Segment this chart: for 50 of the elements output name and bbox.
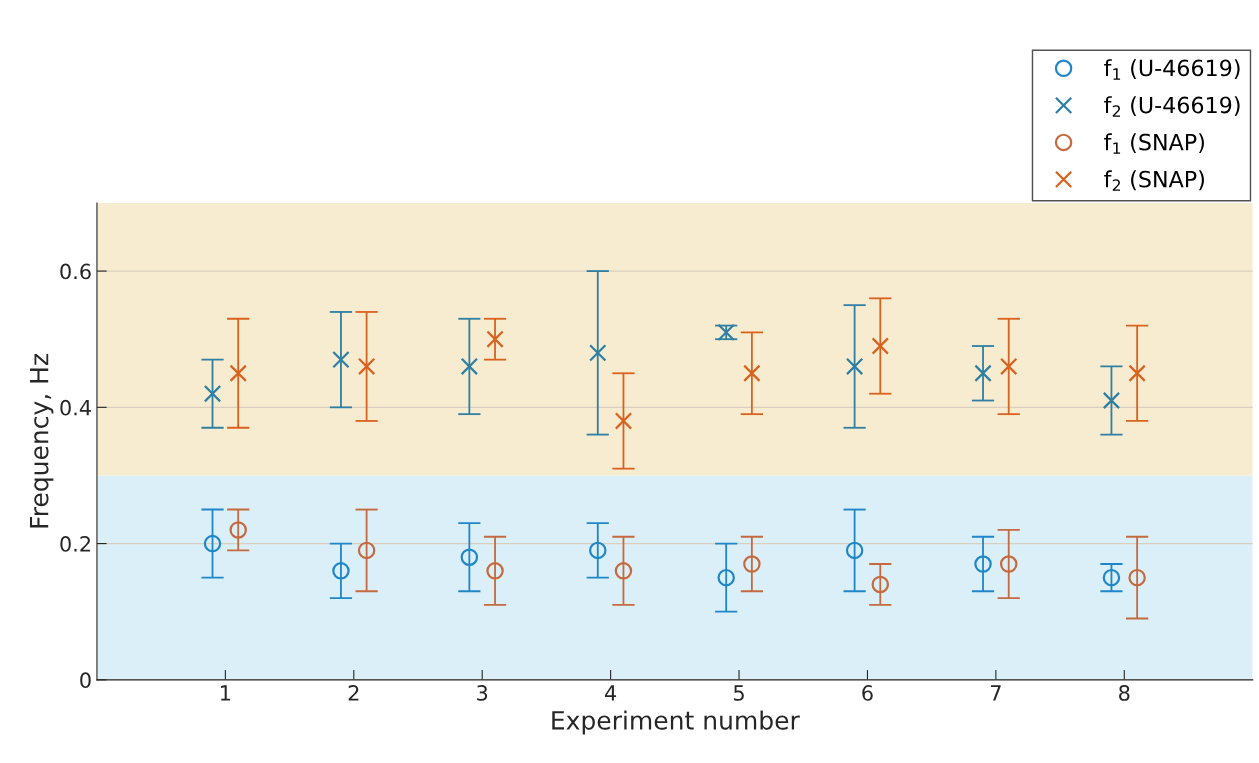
x-tick-label: 7	[990, 685, 1001, 701]
point	[203, 534, 222, 553]
point	[1102, 391, 1121, 410]
legend-label: f$_{1}$ (U-46619)	[1104, 59, 1240, 80]
x-tick-label: 5	[734, 685, 744, 701]
point	[229, 521, 247, 539]
point	[871, 337, 890, 355]
x-tick-label: 8	[1119, 685, 1130, 701]
point	[332, 562, 350, 580]
point	[1102, 568, 1121, 587]
point	[845, 541, 864, 560]
point	[614, 412, 633, 430]
x-tick-label: 4	[605, 685, 617, 701]
point	[614, 562, 633, 580]
x-tick-label: 6	[862, 685, 873, 701]
x-tick-label: 3	[477, 685, 488, 701]
y-tick-label: 0	[80, 672, 91, 689]
point	[332, 350, 350, 369]
point	[589, 344, 607, 362]
y-tick-label: 0.4	[60, 399, 91, 416]
point	[203, 384, 222, 403]
point	[589, 541, 607, 560]
point	[974, 364, 992, 383]
x-axis-title: Experiment number	[552, 710, 800, 735]
point	[999, 555, 1018, 573]
x-tick-label: 2	[348, 685, 359, 701]
point	[999, 357, 1018, 376]
legend-label: f$_{1}$ (SNAP)	[1104, 133, 1204, 154]
point	[357, 357, 376, 376]
point	[460, 357, 479, 376]
point	[486, 330, 504, 348]
point	[486, 562, 504, 580]
point	[1128, 364, 1146, 383]
point	[1128, 568, 1146, 587]
y-axis-title: Frequency, Hz	[29, 353, 54, 528]
legend-label: f$_{2}$ (U-46619)	[1104, 96, 1240, 117]
point	[460, 548, 479, 566]
y-tick-label: 0.6	[60, 263, 91, 280]
point	[357, 541, 376, 560]
point	[974, 555, 992, 573]
point	[717, 323, 735, 342]
point	[229, 364, 247, 383]
point	[743, 555, 761, 573]
point	[743, 364, 761, 383]
point	[845, 357, 864, 376]
legend-label: f$_{2}$ (SNAP)	[1104, 170, 1204, 191]
x-tick-label: 1	[221, 685, 231, 701]
point	[871, 575, 890, 594]
y-tick-label: 0.2	[60, 536, 90, 552]
point	[717, 568, 735, 587]
